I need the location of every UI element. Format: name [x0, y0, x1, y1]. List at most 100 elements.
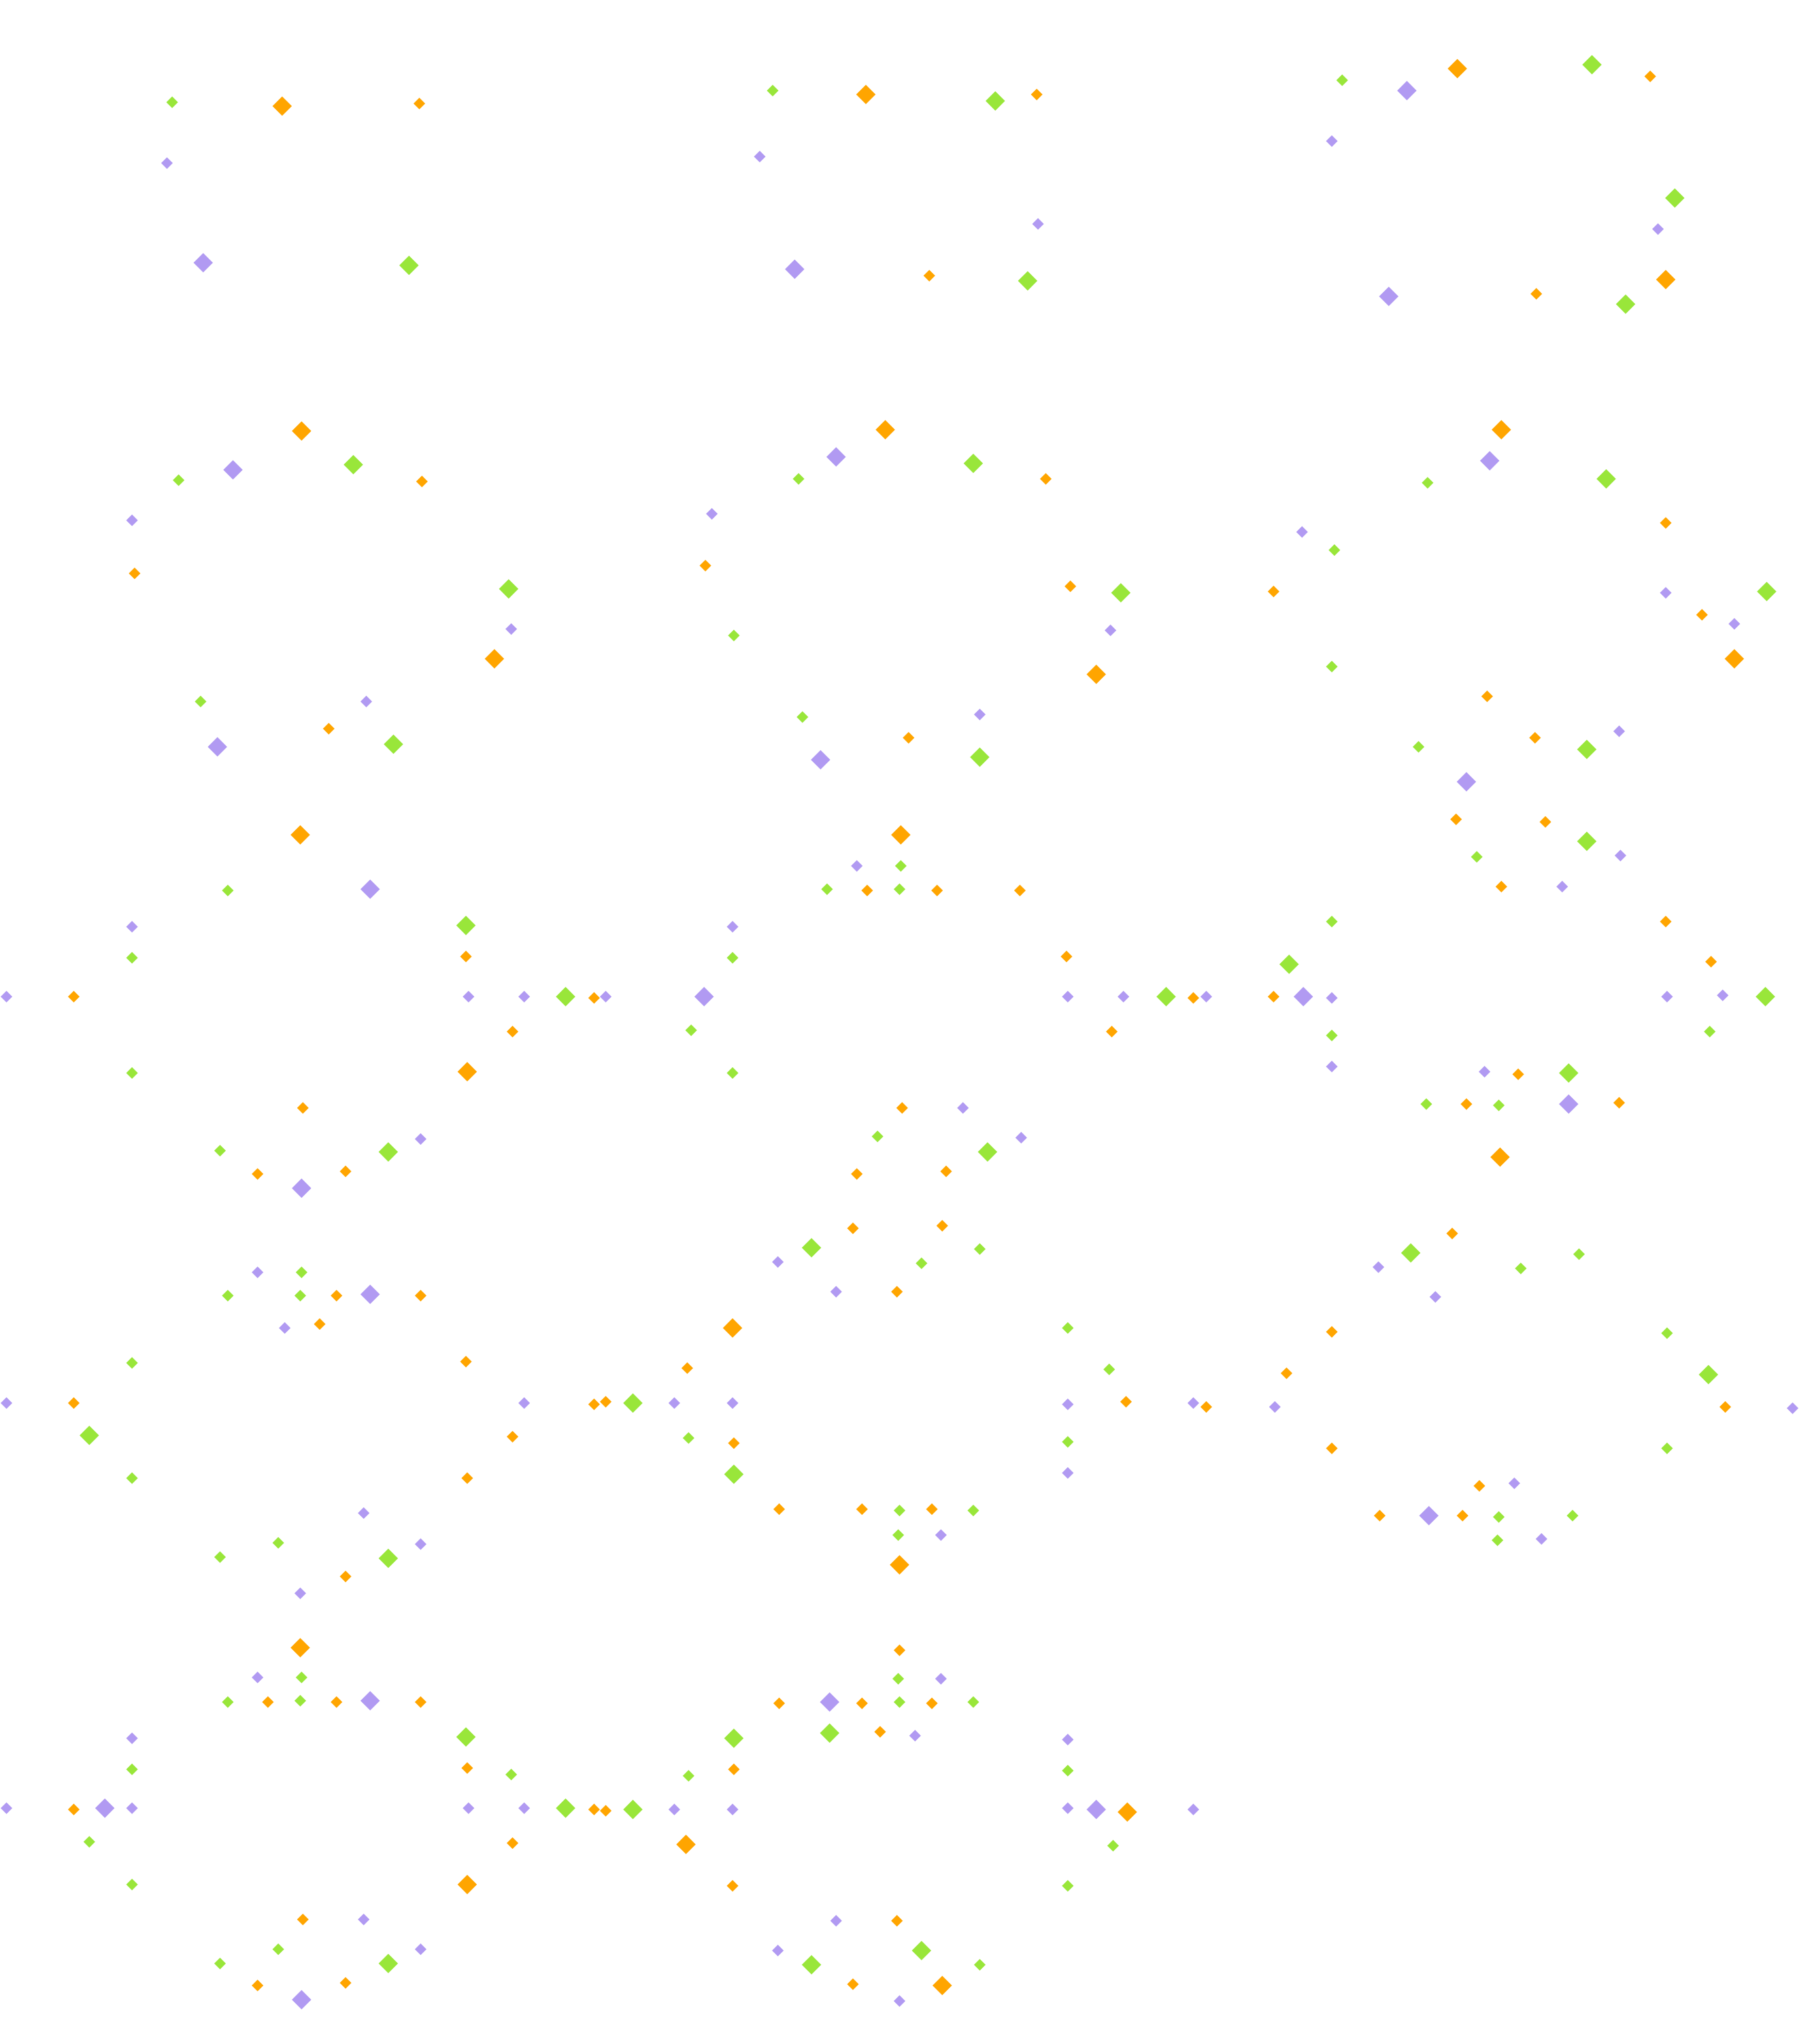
purple-diamond-sparkle-icon	[292, 1178, 312, 1199]
green-diamond-sparkle-icon	[378, 1954, 399, 1973]
purple-diamond-sparkle-icon	[668, 1803, 680, 1815]
orange-diamond-sparkle-icon	[460, 1356, 472, 1368]
purple-diamond-sparkle-icon	[957, 1102, 969, 1114]
purple-diamond-sparkle-icon	[1062, 1398, 1074, 1411]
purple-diamond-sparkle-icon	[414, 1943, 426, 1956]
purple-diamond-sparkle-icon	[935, 1529, 947, 1541]
purple-diamond-sparkle-icon	[1661, 990, 1673, 1003]
orange-diamond-sparkle-icon	[1118, 1802, 1137, 1822]
orange-diamond-sparkle-icon	[290, 825, 310, 845]
green-diamond-sparkle-icon	[294, 1290, 307, 1302]
purple-diamond-sparkle-icon	[1535, 1532, 1547, 1545]
purple-diamond-sparkle-icon	[1556, 880, 1568, 893]
orange-diamond-sparkle-icon	[1660, 517, 1672, 529]
orange-diamond-sparkle-icon	[331, 1696, 343, 1708]
orange-diamond-sparkle-icon	[297, 1913, 309, 1926]
green-diamond-sparkle-icon	[1515, 1262, 1527, 1275]
orange-diamond-sparkle-icon	[290, 1638, 310, 1658]
green-diamond-sparkle-icon	[556, 1798, 575, 1818]
green-diamond-sparkle-icon	[916, 1257, 928, 1269]
orange-diamond-sparkle-icon	[1039, 473, 1052, 485]
orange-diamond-sparkle-icon	[599, 1396, 612, 1408]
purple-diamond-sparkle-icon	[1062, 990, 1074, 1003]
green-diamond-sparkle-icon	[820, 1723, 840, 1743]
green-diamond-sparkle-icon	[126, 1763, 138, 1775]
orange-diamond-sparkle-icon	[1490, 1147, 1510, 1167]
green-diamond-sparkle-icon	[911, 1941, 932, 1960]
green-diamond-sparkle-icon	[623, 1393, 643, 1413]
orange-diamond-sparkle-icon	[272, 96, 292, 116]
purple-diamond-sparkle-icon	[518, 1802, 531, 1814]
green-diamond-sparkle-icon	[1326, 660, 1338, 673]
orange-diamond-sparkle-icon	[1064, 580, 1077, 592]
orange-diamond-sparkle-icon	[933, 1975, 952, 1996]
green-diamond-sparkle-icon	[499, 579, 519, 599]
green-diamond-sparkle-icon	[1596, 469, 1616, 489]
green-diamond-sparkle-icon	[1756, 986, 1775, 1007]
green-diamond-sparkle-icon	[986, 91, 1005, 111]
purple-diamond-sparkle-icon	[973, 708, 986, 720]
purple-diamond-sparkle-icon	[1614, 850, 1626, 862]
purple-diamond-sparkle-icon	[1086, 1799, 1106, 1820]
orange-diamond-sparkle-icon	[588, 1803, 600, 1815]
purple-diamond-sparkle-icon	[126, 1802, 138, 1814]
purple-diamond-sparkle-icon	[294, 1587, 307, 1599]
orange-diamond-sparkle-icon	[67, 1803, 80, 1815]
green-diamond-sparkle-icon	[222, 1696, 234, 1708]
orange-diamond-sparkle-icon	[1473, 1479, 1486, 1492]
green-diamond-sparkle-icon	[80, 1425, 99, 1445]
purple-diamond-sparkle-icon	[1419, 1505, 1439, 1526]
green-diamond-sparkle-icon	[1698, 1364, 1719, 1385]
green-diamond-sparkle-icon	[222, 884, 234, 897]
orange-diamond-sparkle-icon	[1030, 88, 1043, 101]
green-diamond-sparkle-icon	[195, 695, 207, 707]
purple-diamond-sparkle-icon	[0, 990, 13, 1003]
green-diamond-sparkle-icon	[970, 747, 990, 767]
purple-diamond-sparkle-icon	[0, 1397, 13, 1409]
green-diamond-sparkle-icon	[384, 734, 403, 754]
orange-diamond-sparkle-icon	[891, 825, 911, 845]
orange-diamond-sparkle-icon	[773, 1503, 786, 1515]
green-diamond-sparkle-icon	[1412, 741, 1425, 753]
green-diamond-sparkle-icon	[1558, 1063, 1579, 1083]
purple-diamond-sparkle-icon	[360, 1691, 380, 1711]
purple-diamond-sparkle-icon	[830, 1286, 842, 1298]
purple-diamond-sparkle-icon	[1062, 1467, 1074, 1479]
purple-diamond-sparkle-icon	[252, 1671, 264, 1683]
purple-diamond-sparkle-icon	[1187, 1397, 1199, 1409]
green-diamond-sparkle-icon	[1704, 1026, 1716, 1038]
purple-diamond-sparkle-icon	[1269, 1401, 1281, 1413]
green-diamond-sparkle-icon	[126, 1357, 138, 1369]
purple-diamond-sparkle-icon	[1032, 218, 1044, 230]
green-diamond-sparkle-icon	[973, 1243, 986, 1255]
orange-diamond-sparkle-icon	[460, 950, 472, 962]
orange-diamond-sparkle-icon	[699, 559, 711, 572]
green-diamond-sparkle-icon	[893, 883, 906, 895]
green-diamond-sparkle-icon	[1492, 1534, 1504, 1546]
orange-diamond-sparkle-icon	[1013, 884, 1026, 897]
orange-diamond-sparkle-icon	[903, 732, 915, 744]
purple-diamond-sparkle-icon	[726, 1803, 739, 1815]
purple-diamond-sparkle-icon	[826, 447, 846, 467]
purple-diamond-sparkle-icon	[1062, 1802, 1074, 1814]
green-diamond-sparkle-icon	[871, 1130, 884, 1143]
green-diamond-sparkle-icon	[1471, 851, 1483, 863]
green-diamond-sparkle-icon	[682, 1770, 694, 1782]
green-diamond-sparkle-icon	[1018, 271, 1038, 291]
orange-diamond-sparkle-icon	[1200, 1401, 1213, 1413]
orange-diamond-sparkle-icon	[861, 884, 873, 897]
orange-diamond-sparkle-icon	[726, 1879, 739, 1892]
orange-diamond-sparkle-icon	[1060, 950, 1073, 962]
orange-diamond-sparkle-icon	[847, 1222, 859, 1235]
green-diamond-sparkle-icon	[222, 1290, 234, 1302]
orange-diamond-sparkle-icon	[461, 1472, 473, 1484]
purple-diamond-sparkle-icon	[252, 1266, 264, 1279]
orange-diamond-sparkle-icon	[856, 84, 876, 105]
orange-diamond-sparkle-icon	[297, 1102, 309, 1114]
green-diamond-sparkle-icon	[295, 1266, 307, 1279]
purple-diamond-sparkle-icon	[668, 1397, 680, 1409]
orange-diamond-sparkle-icon	[1530, 288, 1543, 300]
orange-diamond-sparkle-icon	[773, 1697, 786, 1709]
green-diamond-sparkle-icon	[892, 1529, 905, 1541]
purple-diamond-sparkle-icon	[820, 1692, 840, 1712]
